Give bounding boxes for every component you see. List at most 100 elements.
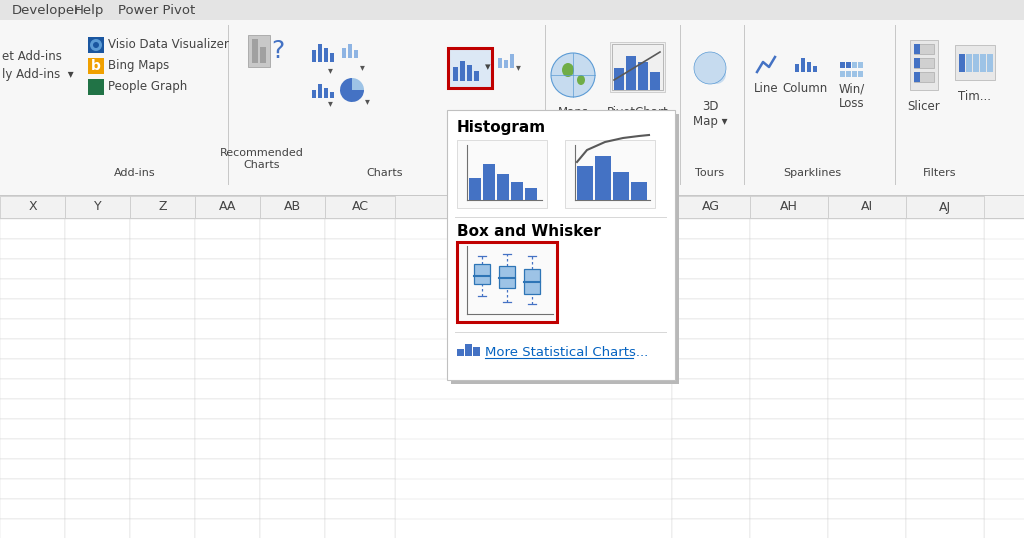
Bar bbox=[906, 319, 984, 339]
Bar bbox=[325, 279, 395, 299]
Bar bbox=[846, 71, 851, 77]
Bar bbox=[130, 259, 195, 279]
Bar bbox=[0, 0, 1024, 20]
Bar bbox=[0, 196, 65, 218]
Bar bbox=[130, 399, 195, 419]
Bar bbox=[565, 140, 655, 208]
Bar bbox=[260, 379, 325, 399]
Bar bbox=[252, 39, 258, 63]
Bar bbox=[0, 519, 65, 538]
Bar bbox=[750, 419, 828, 439]
Bar bbox=[626, 56, 636, 90]
Bar bbox=[457, 140, 547, 208]
Bar bbox=[130, 319, 195, 339]
Bar bbox=[828, 239, 906, 259]
Circle shape bbox=[551, 53, 595, 97]
Bar bbox=[750, 499, 828, 519]
Bar bbox=[130, 279, 195, 299]
Bar bbox=[906, 459, 984, 479]
Bar bbox=[195, 419, 260, 439]
Bar bbox=[0, 419, 65, 439]
Bar bbox=[195, 259, 260, 279]
Circle shape bbox=[706, 64, 726, 84]
Bar bbox=[65, 479, 130, 499]
Bar bbox=[672, 219, 750, 239]
Bar bbox=[0, 218, 1024, 219]
Bar bbox=[260, 439, 325, 459]
Text: et Add-ins: et Add-ins bbox=[2, 50, 61, 63]
Bar bbox=[0, 259, 65, 279]
Text: Win/
Loss: Win/ Loss bbox=[839, 82, 865, 110]
Bar bbox=[354, 50, 358, 58]
Bar bbox=[828, 479, 906, 499]
Bar bbox=[474, 71, 479, 81]
Bar bbox=[455, 217, 667, 218]
Bar bbox=[614, 68, 624, 90]
Bar bbox=[524, 269, 540, 294]
Bar bbox=[906, 419, 984, 439]
Bar bbox=[195, 239, 260, 259]
Bar bbox=[465, 344, 472, 356]
Bar bbox=[906, 299, 984, 319]
Bar bbox=[0, 279, 65, 299]
Bar bbox=[0, 20, 1024, 195]
Text: AI: AI bbox=[861, 201, 873, 214]
Bar bbox=[750, 279, 828, 299]
Bar bbox=[318, 44, 322, 62]
Bar bbox=[260, 459, 325, 479]
Bar bbox=[499, 266, 515, 288]
Bar bbox=[498, 58, 502, 68]
Bar bbox=[577, 166, 593, 200]
Bar bbox=[195, 379, 260, 399]
Bar bbox=[828, 259, 906, 279]
Bar bbox=[610, 42, 665, 92]
Circle shape bbox=[93, 42, 99, 48]
Bar bbox=[65, 219, 130, 239]
Bar bbox=[750, 519, 828, 538]
Text: ▾: ▾ bbox=[328, 65, 333, 75]
Text: Charts: Charts bbox=[367, 168, 403, 178]
Bar bbox=[474, 264, 490, 284]
Circle shape bbox=[694, 52, 726, 84]
Bar bbox=[195, 339, 260, 359]
Bar bbox=[65, 419, 130, 439]
Bar bbox=[914, 58, 934, 68]
Text: AH: AH bbox=[780, 201, 798, 214]
Text: ▾: ▾ bbox=[328, 98, 333, 108]
Text: Recommended
Charts: Recommended Charts bbox=[220, 148, 304, 169]
Ellipse shape bbox=[562, 63, 574, 77]
Bar bbox=[447, 110, 675, 380]
Text: Power Pivot: Power Pivot bbox=[118, 4, 196, 17]
Bar bbox=[260, 399, 325, 419]
Bar bbox=[65, 519, 130, 538]
Bar bbox=[473, 347, 480, 356]
Bar bbox=[914, 44, 920, 54]
Bar bbox=[973, 54, 979, 72]
Text: Help: Help bbox=[74, 4, 104, 17]
Bar bbox=[130, 339, 195, 359]
Bar bbox=[828, 279, 906, 299]
Bar bbox=[840, 62, 845, 68]
Bar bbox=[750, 299, 828, 319]
Bar bbox=[672, 339, 750, 359]
Bar bbox=[910, 40, 938, 90]
Bar bbox=[0, 239, 65, 259]
Bar bbox=[65, 299, 130, 319]
Bar bbox=[852, 71, 857, 77]
Bar bbox=[906, 499, 984, 519]
Bar bbox=[195, 219, 260, 239]
Bar bbox=[906, 479, 984, 499]
Bar bbox=[65, 439, 130, 459]
Bar bbox=[613, 172, 629, 200]
Bar bbox=[966, 54, 972, 72]
Bar bbox=[65, 359, 130, 379]
Bar bbox=[828, 219, 906, 239]
Wedge shape bbox=[340, 78, 364, 102]
Bar bbox=[672, 459, 750, 479]
Bar bbox=[260, 219, 325, 239]
Bar bbox=[846, 62, 851, 68]
Bar bbox=[813, 66, 817, 72]
Bar bbox=[672, 399, 750, 419]
Bar bbox=[0, 196, 1024, 538]
Bar bbox=[750, 439, 828, 459]
